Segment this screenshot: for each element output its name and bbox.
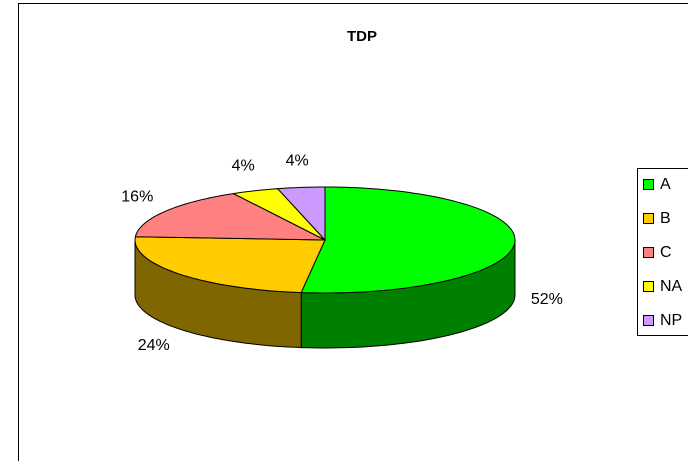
pie-slice	[134, 236, 326, 294]
legend-swatch	[643, 179, 654, 190]
data-label: 16%	[121, 189, 153, 206]
legend-swatch	[643, 247, 654, 258]
pie-slice	[276, 186, 326, 242]
legend-swatch	[643, 315, 654, 326]
pie-slice	[231, 188, 326, 241]
legend-label: B	[660, 210, 671, 227]
data-label: 4%	[232, 157, 255, 174]
data-label: 52%	[531, 291, 563, 308]
legend-swatch	[643, 281, 654, 292]
legend-label: NP	[660, 312, 682, 329]
data-label: 4%	[286, 152, 309, 169]
chart-title: TDP	[347, 28, 377, 45]
pie-slice	[134, 193, 326, 241]
data-label: 24%	[138, 337, 170, 354]
legend-swatch	[643, 213, 654, 224]
pie-slice	[300, 186, 516, 294]
legend-label: C	[660, 244, 672, 261]
legend-label: NA	[660, 278, 683, 295]
legend-label: A	[660, 176, 671, 193]
